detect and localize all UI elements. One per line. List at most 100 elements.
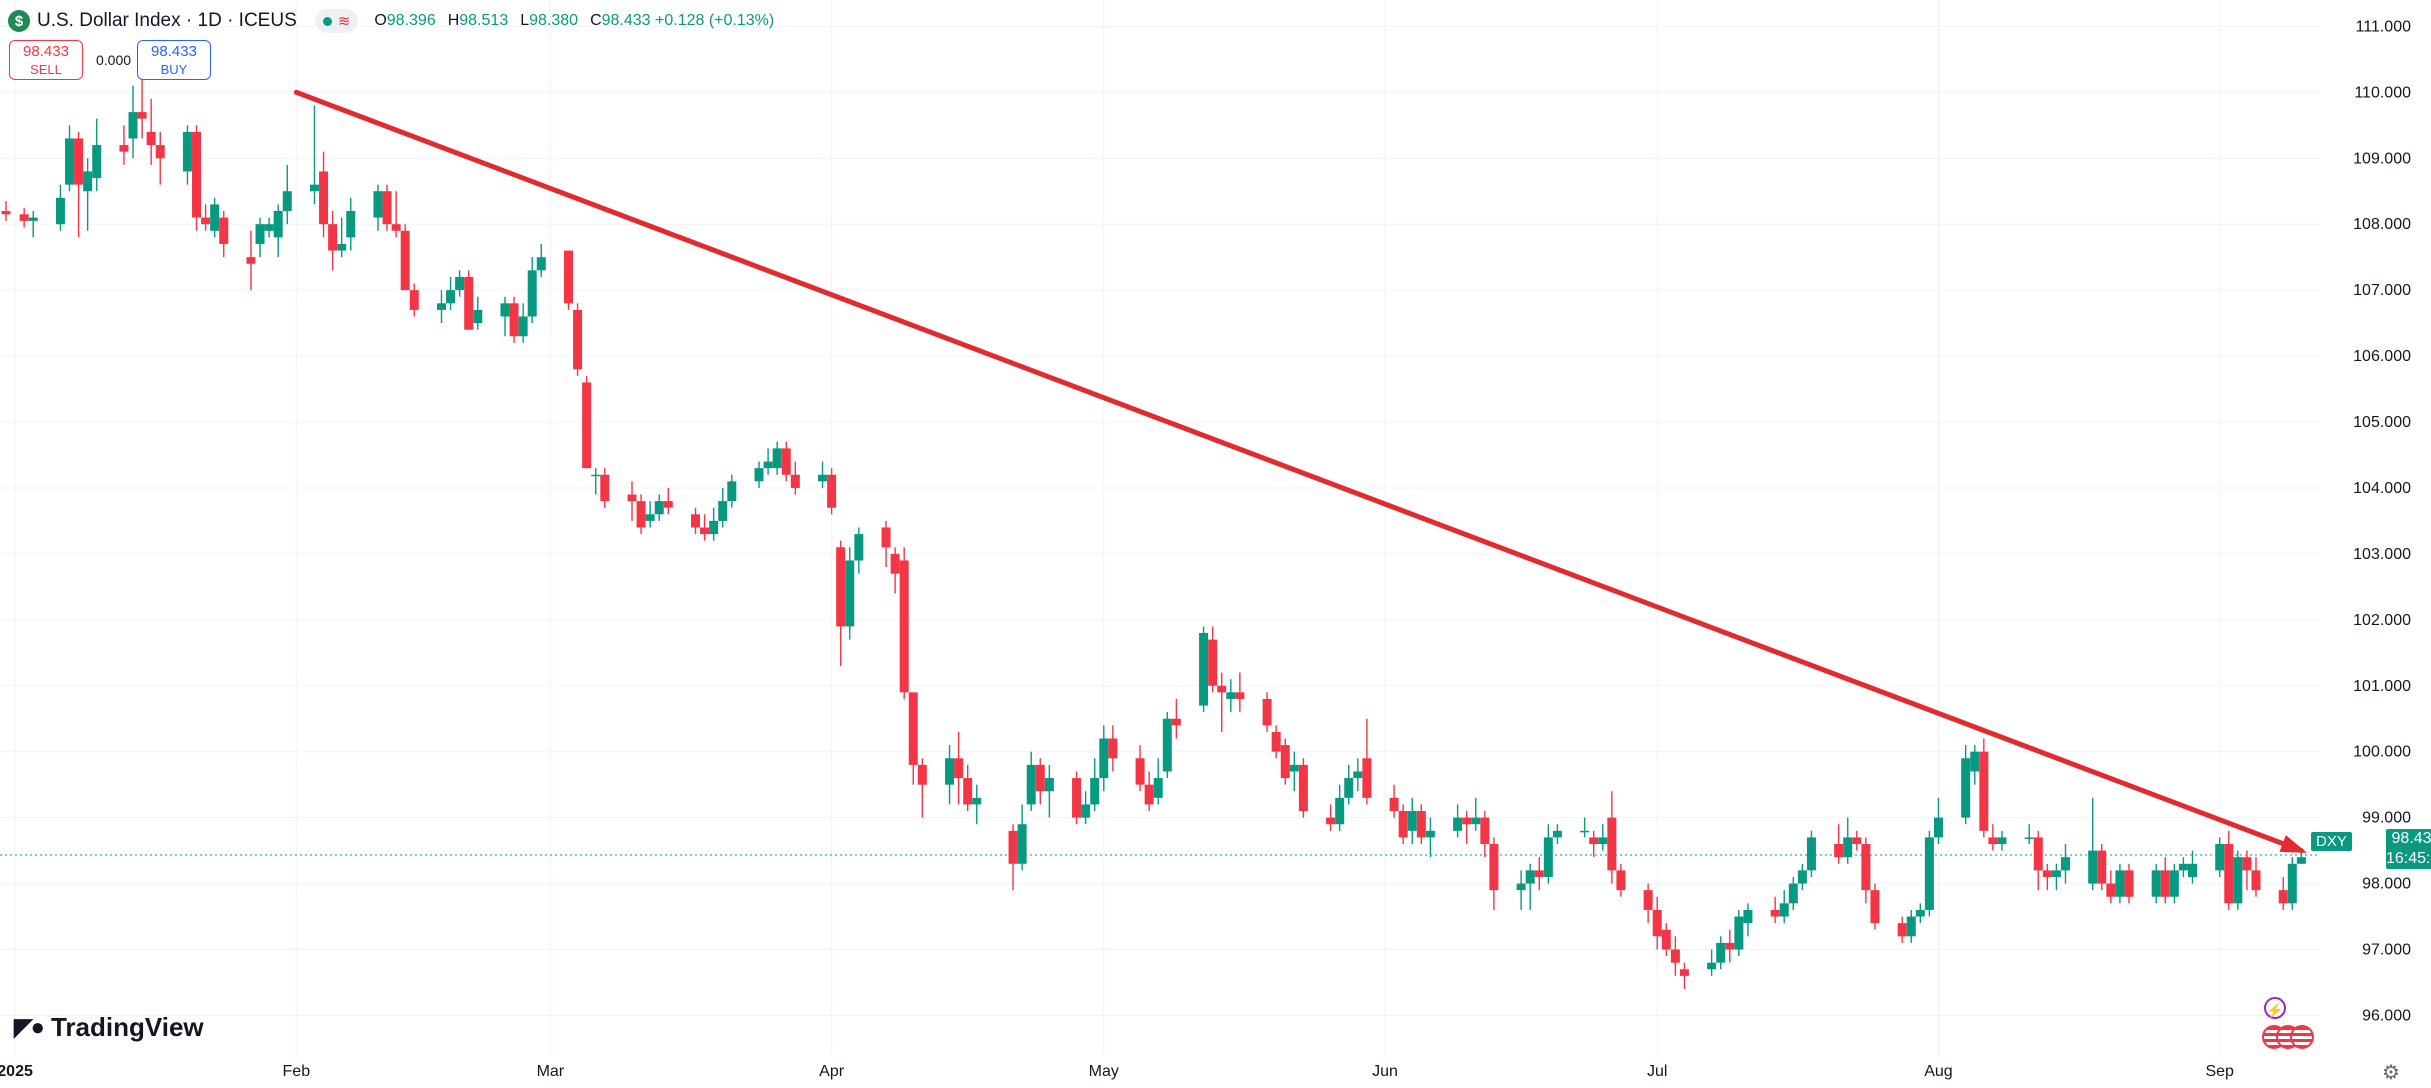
candle-body — [255, 224, 265, 244]
candle — [19, 207, 29, 228]
settings-icon[interactable]: ⚙ — [2382, 1062, 2400, 1084]
candle-body — [2160, 870, 2170, 897]
candle-body — [1997, 837, 2007, 844]
candle — [1162, 712, 1172, 779]
candle — [255, 217, 265, 258]
candle-body — [1326, 817, 1336, 825]
candle — [264, 217, 274, 238]
symbol-title[interactable]: U.S. Dollar Index · 1D · ICEUS — [37, 10, 297, 31]
candle-body — [1162, 718, 1172, 772]
flash-icon[interactable]: ⚡ — [2264, 997, 2286, 1019]
candle — [790, 461, 800, 495]
candle-body — [2215, 844, 2225, 871]
candle — [1262, 692, 1272, 732]
candle-body — [264, 224, 274, 231]
candle — [1271, 725, 1281, 759]
countdown-value: 16:45:58 — [2386, 850, 2431, 867]
candle — [55, 184, 65, 231]
status-pill[interactable]: ≋ — [314, 9, 359, 33]
candle-body — [382, 191, 392, 225]
candle-body — [1661, 929, 1671, 950]
candle — [1462, 811, 1472, 844]
candle-body — [1398, 811, 1408, 838]
candle-body — [954, 758, 964, 779]
candle — [854, 527, 864, 574]
candle — [219, 211, 229, 258]
candle-body — [128, 112, 138, 139]
candle-body — [718, 501, 728, 521]
buy-button[interactable]: 98.433 BUY — [137, 40, 211, 80]
candle — [1226, 679, 1236, 713]
candle-body — [201, 217, 211, 225]
candle — [2060, 844, 2070, 884]
price-tick-label: 103.000 — [2353, 546, 2411, 563]
candle-body — [1035, 764, 1045, 792]
candle — [2287, 857, 2297, 910]
candle-body — [1598, 837, 1608, 844]
sell-button[interactable]: 98.433 SELL — [9, 40, 83, 80]
candle — [818, 461, 828, 488]
candle — [1326, 804, 1336, 831]
buy-label: BUY — [160, 62, 188, 77]
open-key: O — [374, 12, 387, 29]
candle — [1480, 811, 1490, 858]
candle-body — [2169, 870, 2179, 897]
candle-body — [1915, 909, 1925, 917]
candle — [627, 481, 637, 521]
candle — [1171, 698, 1181, 739]
candle-body — [464, 276, 474, 330]
candle — [582, 375, 592, 469]
candle — [536, 243, 546, 277]
candle — [1017, 804, 1027, 871]
candle — [2187, 850, 2197, 884]
candle-body — [1298, 764, 1308, 812]
candle-body — [1353, 771, 1363, 779]
candle-body — [1516, 883, 1526, 891]
candle — [2242, 850, 2252, 891]
candle-body — [74, 138, 84, 185]
candle-body — [582, 382, 592, 469]
trendline-segment — [293, 89, 2304, 854]
candle-body — [1289, 764, 1299, 772]
candle — [1806, 830, 1816, 877]
candle-body — [1552, 830, 1562, 838]
candle-body — [1199, 633, 1209, 706]
candle-body — [763, 461, 773, 469]
candle — [74, 131, 84, 238]
candle-body — [1389, 797, 1399, 812]
candle-body — [409, 290, 419, 310]
time-tick-label: 2025 — [0, 1063, 33, 1080]
candle-body — [309, 184, 319, 192]
time-axis[interactable]: 2025 Feb Mar Apr May Jun Jul Aug Sep — [0, 1063, 2234, 1080]
candle-body — [400, 230, 410, 291]
candle-body — [1344, 778, 1354, 798]
candle — [1534, 857, 1544, 891]
candle-body — [65, 138, 75, 185]
logo-text: TradingView — [50, 1012, 204, 1042]
candle — [1643, 883, 1653, 924]
candle — [337, 217, 347, 258]
candle-body — [1480, 817, 1490, 844]
candle — [954, 731, 964, 805]
candle-body — [1217, 685, 1227, 693]
candle — [2278, 876, 2288, 910]
candle-body — [1208, 639, 1218, 686]
flag-icon[interactable] — [2290, 1025, 2314, 1049]
candle — [409, 283, 419, 317]
candle-body — [83, 171, 93, 192]
candle-body — [1707, 962, 1717, 970]
candle — [573, 303, 583, 376]
tradingview-logo[interactable]: ◤● TradingView — [14, 1012, 204, 1043]
candle — [1099, 725, 1109, 792]
sell-label: SELL — [30, 62, 62, 77]
time-tick-label: Apr — [819, 1063, 845, 1080]
candle-body — [1335, 797, 1345, 825]
candle-body — [1072, 778, 1082, 818]
candle-body — [346, 211, 356, 238]
candle-body — [1262, 698, 1272, 726]
price-axis[interactable]: 111.000 110.000 109.000 108.000 107.000 106.0… — [2353, 18, 2411, 1024]
price-tick-label: 99.000 — [2362, 810, 2411, 827]
candle — [945, 745, 955, 805]
trendline[interactable] — [293, 89, 2307, 854]
